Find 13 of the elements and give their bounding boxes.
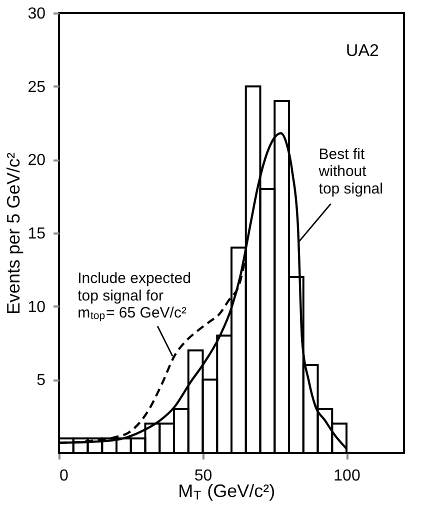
- x-tick-label: 50: [194, 468, 212, 484]
- y-tick-label: 20: [28, 152, 46, 170]
- y-tick-label: 10: [28, 298, 46, 316]
- y-tick-label: 15: [28, 226, 46, 242]
- y-tick-label: 5: [36, 372, 46, 390]
- annotation: UA2: [346, 41, 379, 60]
- y-tick-label: 30: [28, 6, 46, 22]
- x-tick-label: 100: [334, 468, 360, 484]
- annotation: Include expected top signal for mtop= 65 GeV/c²: [78, 270, 191, 322]
- annotation: Best fit without top signal: [318, 146, 383, 198]
- x-tick-label: 0: [60, 468, 68, 484]
- y-axis-title: Events per 5 GeV/c²: [4, 152, 24, 315]
- y-tick-label: 25: [28, 78, 46, 96]
